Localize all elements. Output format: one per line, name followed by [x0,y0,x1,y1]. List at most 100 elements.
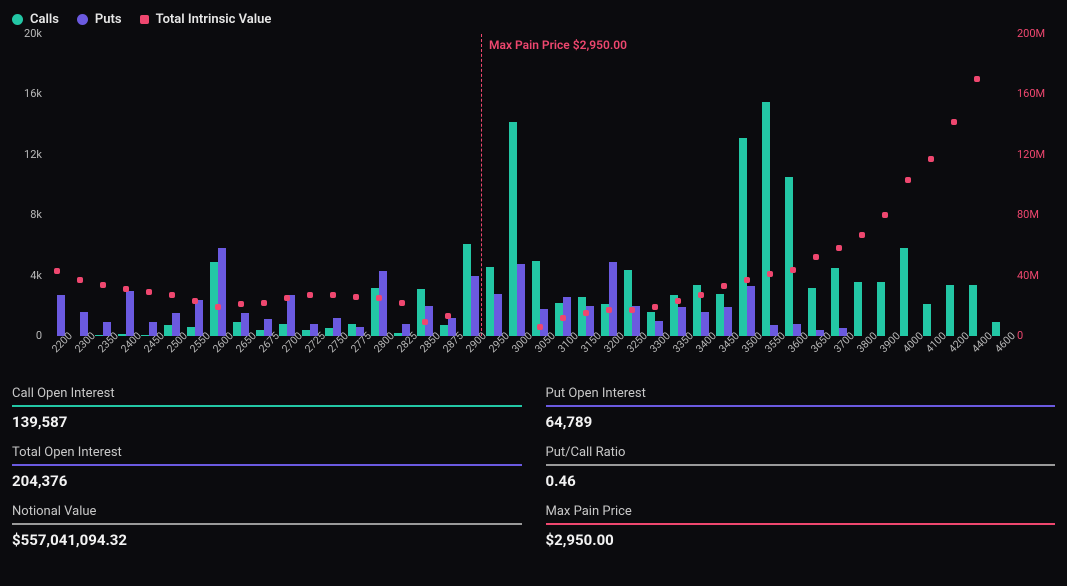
bar-group [47,34,67,336]
stats-grid: Call Open Interest139,587 Put Open Intere… [12,382,1055,549]
bar-group [70,34,90,336]
intrinsic-dot [422,319,428,325]
call-bar [302,330,310,336]
stat-rule [546,523,1056,525]
stat-label: Max Pain Price [546,504,1056,523]
y-right-tick: 120M [1017,148,1061,161]
bar-group [829,34,849,336]
stat-card: Put/Call Ratio0.46 [546,441,1056,490]
stat-rule [12,523,522,525]
intrinsic-dot [215,304,221,310]
call-bar [923,304,931,336]
y-right-tick: 40M [1017,269,1061,282]
plot-area: Max Pain Price $2,950.00 [46,34,1011,336]
call-bar [440,325,448,336]
legend-puts: Puts [77,12,122,27]
bar-group [622,34,642,336]
stat-card: Notional Value$557,041,094.32 [12,500,522,549]
intrinsic-dot [698,292,704,298]
y-left-tick: 16k [8,87,42,100]
intrinsic-dot [767,271,773,277]
call-bar [946,285,954,336]
bar-group [553,34,573,336]
intrinsic-dot [790,267,796,273]
intrinsic-dot [560,315,566,321]
y-right-tick: 200M [1017,27,1061,40]
put-bar [471,276,479,336]
intrinsic-dot [629,307,635,313]
open-interest-chart: 04k8k12k16k20k 040M80M120M160M200M Max P… [12,30,1055,372]
call-bar [739,138,747,336]
stat-label: Call Open Interest [12,386,522,405]
legend-intrinsic-label: Total Intrinsic Value [156,12,272,27]
y-left-tick: 20k [8,27,42,40]
intrinsic-dot [445,313,451,319]
intrinsic-dot [859,232,865,238]
stat-value: 0.46 [546,472,1056,490]
bar-group [898,34,918,336]
stat-value: 64,789 [546,413,1056,431]
stat-card: Put Open Interest 64,789 [546,382,1056,431]
call-bar [969,285,977,336]
stat-rule [12,405,522,407]
call-bar [808,288,816,336]
stat-rule [546,464,1056,466]
swatch-calls [12,14,23,25]
put-bar [609,262,617,336]
bar-group [93,34,113,336]
intrinsic-dot [307,292,313,298]
bar-group [530,34,550,336]
call-bar [486,267,494,336]
call-bar [417,289,425,336]
legend: Calls Puts Total Intrinsic Value [12,8,1055,30]
call-bar [325,328,333,336]
bar-group [691,34,711,336]
put-bar [218,248,226,336]
max-pain-label: Max Pain Price $2,950.00 [489,38,627,52]
stat-card: Call Open Interest139,587 [12,382,522,431]
legend-calls: Calls [12,12,59,27]
call-bar [164,325,172,336]
call-bar [578,297,586,336]
put-bar [747,286,755,336]
intrinsic-dot [606,307,612,313]
stat-label: Put Open Interest [546,386,1056,405]
bar-group [208,34,228,336]
call-bar [210,262,218,336]
call-bar [877,282,885,336]
intrinsic-dot [583,310,589,316]
intrinsic-dot [882,212,888,218]
call-bar [762,102,770,336]
stat-value: $2,950.00 [546,531,1056,549]
bar-group [346,34,366,336]
legend-intrinsic: Total Intrinsic Value [140,12,272,27]
intrinsic-dot [399,300,405,306]
call-bar [831,268,839,336]
call-bar [785,177,793,336]
bar-group [875,34,895,336]
y-right-tick: 0 [1017,329,1061,342]
legend-puts-label: Puts [95,12,122,27]
intrinsic-dot [192,298,198,304]
call-bar [256,330,264,336]
intrinsic-dot [813,254,819,260]
bar-group [461,34,481,336]
intrinsic-dot [100,282,106,288]
intrinsic-dot [675,298,681,304]
intrinsic-dot [537,324,543,330]
bar-group [162,34,182,336]
stat-rule [546,405,1056,407]
bar-group [714,34,734,336]
bar-group [507,34,527,336]
call-bar [647,312,655,336]
intrinsic-dot [353,294,359,300]
stat-card: Max Pain Price $2,950.00 [546,500,1056,549]
bar-group [944,34,964,336]
swatch-puts [77,14,88,25]
stat-value: 204,376 [12,472,522,490]
intrinsic-dot [905,177,911,183]
stat-rule [12,464,522,466]
bar-group [438,34,458,336]
bars-layer [46,34,1011,336]
y-left-tick: 8k [8,208,42,221]
